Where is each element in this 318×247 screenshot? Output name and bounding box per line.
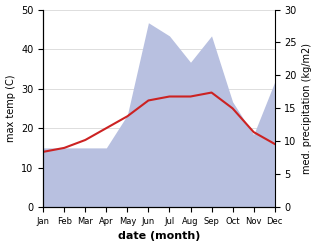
Y-axis label: med. precipitation (kg/m2): med. precipitation (kg/m2) <box>302 43 313 174</box>
Y-axis label: max temp (C): max temp (C) <box>5 75 16 142</box>
X-axis label: date (month): date (month) <box>118 231 200 242</box>
